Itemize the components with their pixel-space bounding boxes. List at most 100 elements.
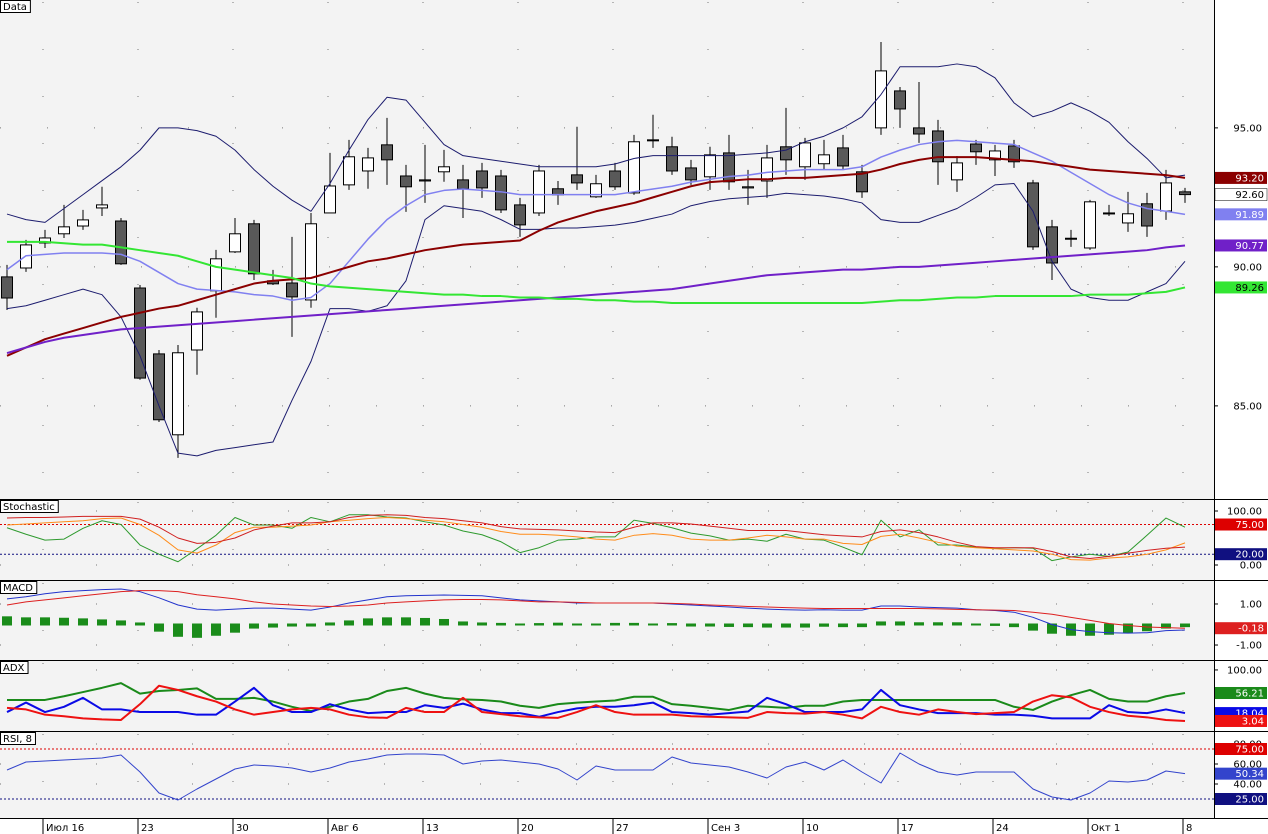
histogram-bar — [572, 623, 582, 626]
histogram-bar — [496, 622, 506, 626]
panel-title: Stochastic — [3, 502, 55, 513]
candle-body — [1179, 191, 1191, 196]
plot-area — [0, 0, 1214, 499]
candle-body — [400, 175, 412, 188]
histogram-bar — [515, 623, 525, 626]
candle-body — [761, 157, 773, 182]
histogram-bar — [154, 623, 164, 632]
x-axis-area — [0, 819, 1268, 834]
value-box — [1215, 171, 1267, 184]
candle-body — [343, 156, 355, 186]
x-tick-label: 17 — [901, 823, 914, 834]
histogram-bar — [230, 623, 240, 633]
value-box-label: 50.34 — [1235, 769, 1264, 780]
candle-body — [229, 233, 241, 253]
value-box-label: -0.18 — [1238, 624, 1264, 635]
x-tick-label: Авг 6 — [331, 823, 359, 834]
histogram-bar — [781, 623, 791, 628]
y-tick-label: -1.00 — [1236, 641, 1262, 652]
x-tick-label: 27 — [616, 823, 629, 834]
value-box-label: 93.20 — [1235, 173, 1264, 184]
panel-title-box — [0, 0, 31, 13]
value-box — [1215, 548, 1267, 561]
candle-body — [514, 204, 526, 226]
value-box — [1215, 793, 1267, 805]
histogram-bar — [401, 617, 411, 626]
value-box — [1215, 239, 1267, 252]
candle-body — [1160, 182, 1172, 212]
histogram-bar — [1180, 623, 1190, 628]
value-box-label: 91.89 — [1235, 210, 1264, 221]
panel-title-box — [0, 500, 59, 513]
histogram-bar — [21, 617, 31, 626]
value-box-label: 92.60 — [1235, 190, 1264, 201]
candle-body — [1122, 213, 1134, 224]
value-box — [1215, 743, 1267, 755]
histogram-bar — [173, 623, 183, 637]
value-box — [1215, 281, 1267, 294]
histogram-bar — [895, 621, 905, 626]
x-tick-label: 23 — [141, 823, 154, 834]
candle-body — [932, 130, 944, 163]
candle-body — [153, 353, 165, 421]
candle-body — [1008, 145, 1020, 163]
histogram-bar — [59, 617, 69, 626]
histogram-bar — [1085, 623, 1095, 636]
histogram-bar — [306, 623, 316, 627]
histogram-bar — [2, 616, 12, 626]
value-box-label: 89.26 — [1235, 283, 1264, 294]
candle-body — [970, 143, 982, 153]
histogram-bar — [192, 623, 202, 638]
histogram-bar — [249, 623, 259, 629]
candle-body — [875, 70, 887, 129]
histogram-bar — [1161, 623, 1171, 629]
candle-body — [666, 146, 678, 172]
x-tick-label: Июл 16 — [46, 823, 84, 834]
x-tick-label: 24 — [996, 823, 1009, 834]
candle-body — [438, 166, 450, 173]
candle-body — [1103, 212, 1115, 215]
histogram-bar — [1104, 623, 1114, 635]
histogram-bar — [933, 622, 943, 626]
candle-body — [571, 174, 583, 184]
histogram-bar — [819, 623, 829, 627]
histogram-bar — [610, 622, 620, 626]
candle-body — [609, 170, 621, 188]
candle-body — [134, 287, 146, 379]
value-box — [1215, 518, 1267, 531]
value-box-label: 56.21 — [1235, 688, 1264, 699]
candle-body — [1, 276, 13, 299]
histogram-bar — [667, 623, 677, 626]
histogram-bar — [591, 623, 601, 626]
histogram-bar — [211, 623, 221, 636]
histogram-bar — [857, 623, 867, 628]
histogram-bar — [648, 623, 658, 626]
candle-body — [685, 167, 697, 181]
plot-area — [0, 581, 1214, 660]
y-tick-label: 0.00 — [1240, 560, 1262, 571]
histogram-bar — [971, 623, 981, 626]
histogram-bar — [1028, 623, 1038, 631]
value-box — [1215, 767, 1267, 780]
histogram-bar — [420, 617, 430, 626]
candle-body — [989, 150, 1001, 161]
candle-body — [172, 352, 184, 436]
candle-body — [780, 146, 792, 161]
histogram-bar — [325, 622, 335, 626]
x-tick-label: Окт 1 — [1091, 823, 1120, 834]
candle-body — [362, 157, 374, 172]
y-tick-label: 100.00 — [1227, 665, 1262, 676]
value-box — [1215, 208, 1267, 221]
candle-body — [381, 144, 393, 161]
y-tick-label: 40.00 — [1233, 780, 1262, 791]
histogram-bar — [439, 618, 449, 626]
value-box-label: 90.77 — [1235, 241, 1264, 252]
candle-body — [742, 186, 754, 189]
candle-body — [628, 141, 640, 194]
panel-title: RSI, 8 — [3, 734, 32, 745]
candle-body — [476, 170, 488, 189]
indicator-line — [6, 514, 1186, 560]
candle-body — [799, 142, 811, 168]
y-tick-label: 90.00 — [1233, 262, 1262, 273]
